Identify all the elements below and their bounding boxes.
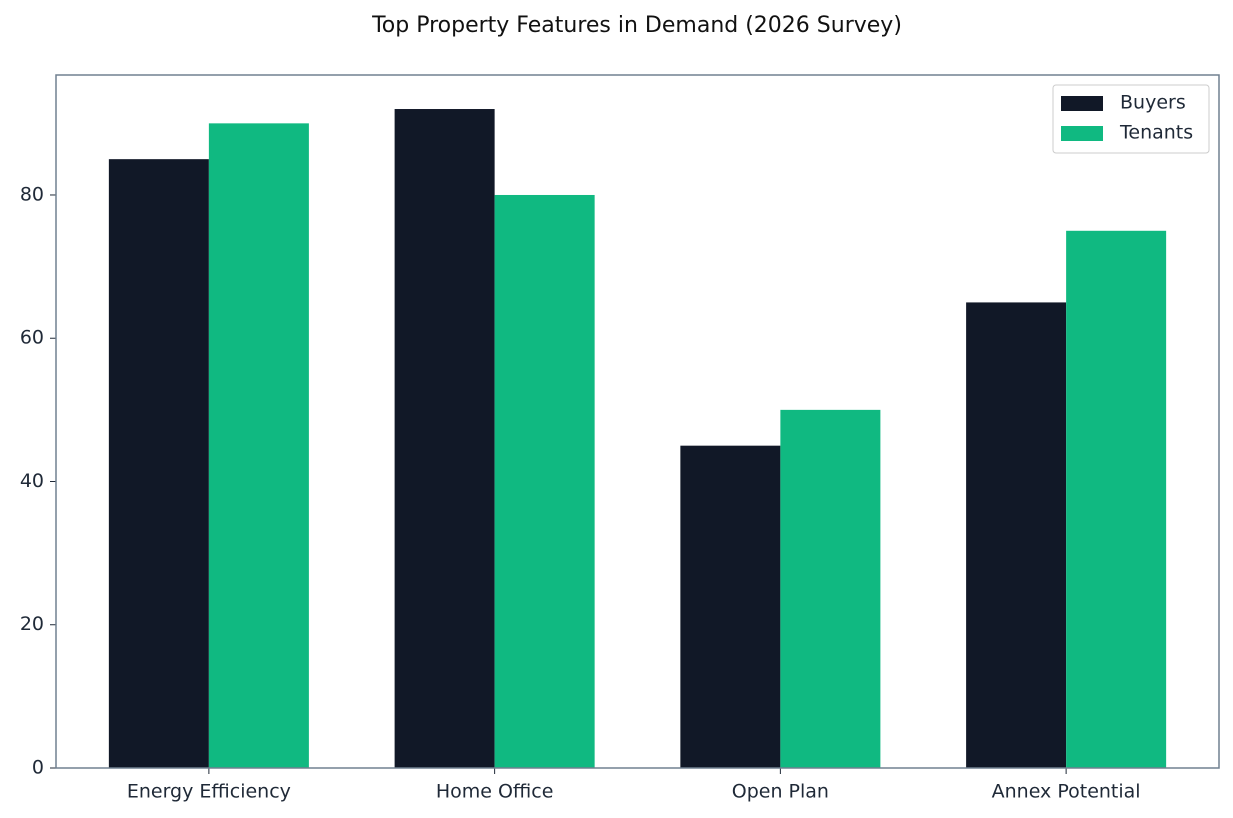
x-tick-label: Home Office xyxy=(436,781,554,803)
bar xyxy=(680,445,781,768)
legend-swatch xyxy=(1061,96,1103,111)
y-tick-label: 20 xyxy=(20,613,44,635)
y-tick-label: 0 xyxy=(32,757,44,779)
x-tick-label: Annex Potential xyxy=(992,781,1141,803)
bar xyxy=(108,159,209,769)
plot-frame xyxy=(55,74,1220,769)
y-tick-label: 80 xyxy=(20,183,44,205)
legend-label: Buyers xyxy=(1120,92,1186,114)
legend: Buyers Tenants xyxy=(1052,84,1210,154)
bar xyxy=(1066,230,1167,768)
x-tick-label: Open Plan xyxy=(732,781,829,803)
bar xyxy=(494,194,595,768)
x-tick-label: Energy Efficiency xyxy=(127,781,291,803)
bar xyxy=(394,109,495,768)
chart-title: Top Property Features in Demand (2026 Su… xyxy=(371,13,902,38)
bar xyxy=(780,409,881,768)
y-tick-label: 40 xyxy=(20,470,44,492)
y-tick-label: 60 xyxy=(20,327,44,349)
legend-label: Tenants xyxy=(1119,122,1193,144)
bar xyxy=(966,302,1067,768)
legend-swatch xyxy=(1061,126,1103,141)
bar xyxy=(208,123,309,769)
